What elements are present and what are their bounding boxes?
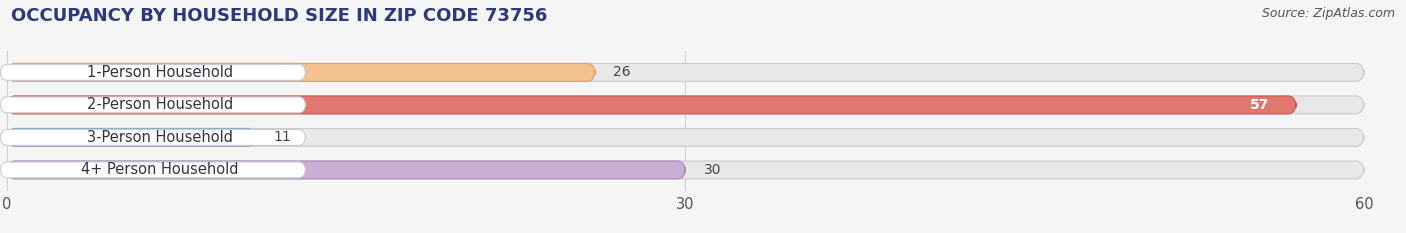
FancyBboxPatch shape <box>7 96 1364 114</box>
Text: 26: 26 <box>613 65 631 79</box>
Text: 11: 11 <box>274 130 291 144</box>
FancyBboxPatch shape <box>7 161 1364 179</box>
Text: 4+ Person Household: 4+ Person Household <box>82 162 239 177</box>
Text: Source: ZipAtlas.com: Source: ZipAtlas.com <box>1261 7 1395 20</box>
FancyBboxPatch shape <box>0 162 305 178</box>
FancyBboxPatch shape <box>0 65 305 80</box>
FancyBboxPatch shape <box>7 96 1296 114</box>
Text: 3-Person Household: 3-Person Household <box>87 130 232 145</box>
Text: 2-Person Household: 2-Person Household <box>87 97 233 112</box>
FancyBboxPatch shape <box>7 63 595 81</box>
FancyBboxPatch shape <box>7 161 686 179</box>
FancyBboxPatch shape <box>7 128 256 146</box>
FancyBboxPatch shape <box>7 128 1364 146</box>
Text: 30: 30 <box>703 163 721 177</box>
Text: 57: 57 <box>1250 98 1268 112</box>
Text: OCCUPANCY BY HOUSEHOLD SIZE IN ZIP CODE 73756: OCCUPANCY BY HOUSEHOLD SIZE IN ZIP CODE … <box>11 7 547 25</box>
Text: 1-Person Household: 1-Person Household <box>87 65 233 80</box>
FancyBboxPatch shape <box>7 63 1364 81</box>
FancyBboxPatch shape <box>0 130 305 145</box>
FancyBboxPatch shape <box>0 97 305 113</box>
